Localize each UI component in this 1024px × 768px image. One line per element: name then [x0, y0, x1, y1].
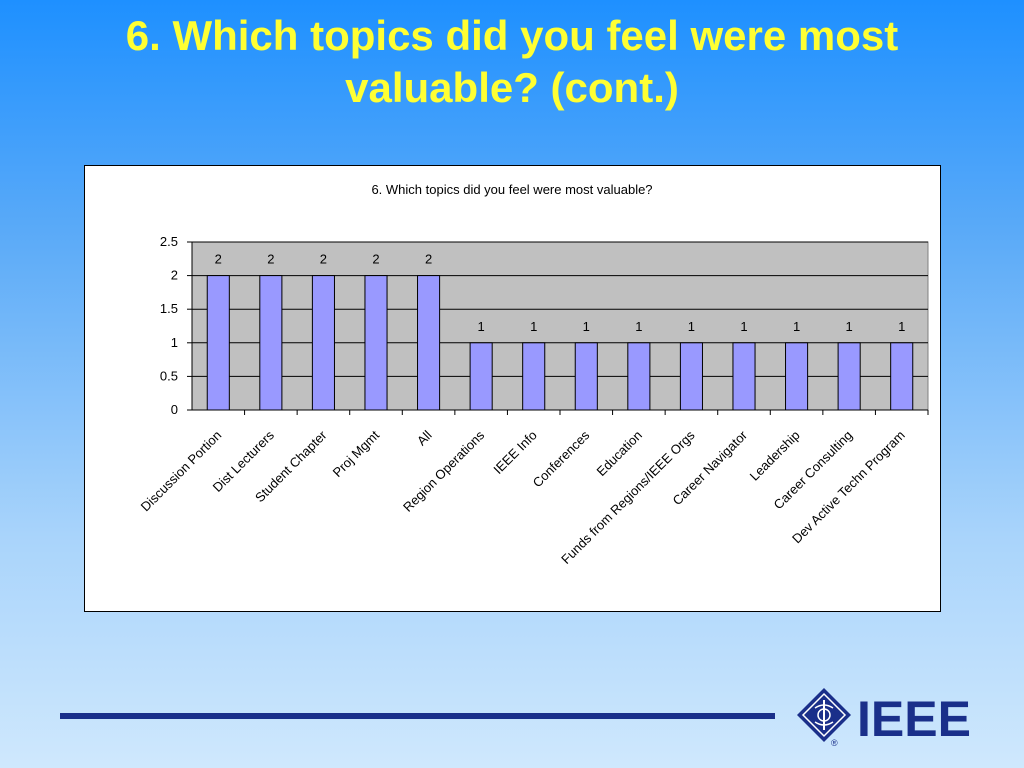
x-category-label: Conferences	[530, 427, 593, 490]
chart-frame: 6. Which topics did you feel were most v…	[84, 165, 941, 612]
y-tick-label: 2	[171, 268, 178, 283]
y-tick-label: 0	[171, 402, 178, 417]
data-label: 2	[425, 252, 432, 267]
bar	[785, 342, 809, 411]
bar	[469, 342, 493, 411]
ieee-logo: IEEE ®	[797, 688, 971, 748]
x-category-label: Leadership	[747, 428, 803, 484]
x-category-label: Proj Mgmt	[330, 427, 383, 480]
bar	[417, 275, 441, 411]
bar	[890, 342, 914, 411]
x-category-label: All	[414, 427, 435, 448]
y-tick-label: 1.5	[160, 301, 178, 316]
bar	[837, 342, 861, 411]
data-label: 1	[846, 319, 853, 334]
plot-background	[191, 241, 929, 411]
data-label: 1	[898, 319, 905, 334]
data-label: 1	[740, 319, 747, 334]
bar	[732, 342, 756, 411]
x-category-label: IEEE Info	[490, 428, 539, 477]
x-category-label: Region Operations	[400, 427, 488, 515]
data-label: 1	[688, 319, 695, 334]
ieee-diamond-icon	[797, 688, 851, 742]
bar	[259, 275, 283, 411]
data-label: 1	[793, 319, 800, 334]
bar	[364, 275, 388, 411]
bar	[522, 342, 546, 411]
bar	[679, 342, 703, 411]
data-label: 2	[372, 252, 379, 267]
data-label: 2	[267, 252, 274, 267]
bottom-divider	[60, 713, 775, 719]
x-category-label: Discussion Portion	[138, 428, 225, 515]
ieee-wordmark: IEEE	[857, 691, 971, 747]
data-label: 2	[320, 252, 327, 267]
data-label: 2	[215, 252, 222, 267]
bar	[311, 275, 335, 411]
data-label: 1	[583, 319, 590, 334]
slide-title: 6. Which topics did you feel were most v…	[0, 10, 1024, 114]
slide-title-line2: valuable? (cont.)	[345, 64, 679, 111]
x-category-label: Education	[593, 428, 644, 479]
chart-title: 6. Which topics did you feel were most v…	[371, 182, 652, 197]
y-tick-label: 1	[171, 335, 178, 350]
data-label: 1	[478, 319, 485, 334]
slide-title-line1: 6. Which topics did you feel were most	[125, 12, 899, 59]
y-tick-label: 0.5	[160, 368, 178, 383]
registered-mark: ®	[831, 738, 838, 748]
data-label: 1	[530, 319, 537, 334]
bar	[574, 342, 598, 411]
bar	[206, 275, 230, 411]
data-label: 1	[635, 319, 642, 334]
x-category-label: Dev Active Techn Program	[789, 428, 908, 547]
y-tick-label: 2.5	[160, 234, 178, 249]
bar-chart: 6. Which topics did you feel were most v…	[138, 182, 929, 567]
bar	[627, 342, 651, 411]
